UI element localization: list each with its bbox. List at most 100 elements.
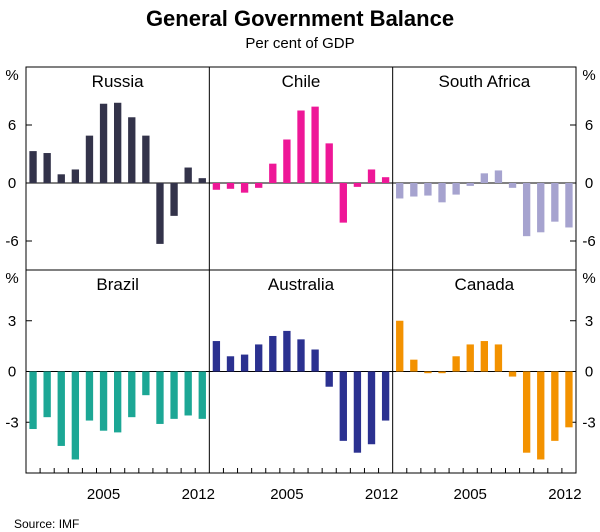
bar-south-africa-2006	[480, 173, 488, 183]
y-tick-label-right: 3	[585, 313, 593, 330]
y-tick-label-left: -6	[5, 233, 18, 250]
bar-south-africa-2010	[537, 183, 545, 233]
bar-russia-2002	[57, 174, 65, 183]
bar-chile-2000	[212, 183, 221, 190]
bar-australia-2007	[311, 349, 319, 372]
chart-title: General Government Balance	[146, 6, 454, 31]
bar-russia-2003	[71, 169, 80, 183]
y-tick-label-left: 3	[8, 313, 16, 330]
y-tick-label-right: 0	[585, 364, 593, 381]
bar-brazil-2009	[156, 371, 164, 424]
x-tick-label: 2012	[548, 486, 581, 503]
bar-brazil-2005	[99, 371, 108, 431]
bar-australia-2009	[339, 371, 347, 441]
bar-canada-2003	[438, 371, 446, 374]
bar-brazil-2010	[170, 371, 178, 419]
bar-russia-2010	[170, 183, 178, 216]
bar-south-africa-2004	[452, 183, 460, 195]
bar-south-africa-2012	[565, 183, 573, 228]
bar-australia-2004	[269, 335, 277, 372]
bar-brazil-2000	[29, 371, 37, 430]
y-unit-label-right: %	[582, 270, 595, 287]
bar-russia-2004	[85, 135, 94, 183]
y-tick-label-left: 0	[8, 175, 16, 192]
y-tick-label-right: 6	[585, 117, 593, 134]
panel-title: South Africa	[438, 72, 530, 91]
bar-russia-2011	[184, 167, 192, 183]
y-tick-label-right: -6	[582, 233, 595, 250]
bar-australia-2001	[226, 356, 235, 372]
panel-title: Brazil	[96, 275, 139, 294]
bar-canada-2004	[452, 356, 460, 372]
bar-australia-2010	[353, 371, 362, 453]
bar-chile-2006	[297, 110, 305, 183]
bar-brazil-2003	[71, 371, 80, 460]
panel-title: Canada	[455, 275, 515, 294]
bar-australia-2006	[297, 339, 305, 372]
bar-chile-2012	[381, 177, 390, 183]
bar-south-africa-2001	[410, 183, 418, 197]
bar-russia-2000	[29, 151, 37, 183]
bar-australia-2005	[283, 330, 291, 372]
panel-title: Australia	[268, 275, 335, 294]
y-tick-label-left: 0	[8, 364, 16, 381]
bar-australia-2008	[325, 371, 333, 387]
bar-canada-2005	[466, 344, 474, 372]
y-tick-label-right: 0	[585, 175, 593, 192]
bar-russia-2012	[198, 178, 206, 183]
bar-russia-2006	[114, 102, 122, 183]
bar-australia-2002	[240, 354, 249, 372]
bar-chile-2005	[283, 139, 291, 183]
bar-russia-2007	[128, 117, 136, 183]
bar-brazil-2007	[128, 371, 136, 418]
panel-title: Chile	[282, 72, 321, 91]
bar-south-africa-2000	[396, 183, 404, 199]
bar-brazil-2004	[85, 371, 94, 421]
bar-russia-2001	[43, 153, 51, 183]
bar-brazil-2008	[142, 371, 150, 396]
y-tick-label-right: -3	[582, 414, 595, 431]
bar-brazil-2001	[43, 371, 51, 418]
bar-canada-2008	[508, 371, 517, 377]
bar-canada-2007	[494, 344, 503, 372]
plot-area: % % 6 6 0 0 -6 -6 Russia Chile South Africa% % 3 3 0 0 -…	[5, 66, 596, 503]
bar-canada-2000	[396, 320, 404, 372]
y-unit-label-left: %	[5, 67, 18, 84]
x-tick-label: 2005	[87, 486, 120, 503]
bar-russia-2008	[142, 135, 150, 183]
bar-chile-2008	[325, 143, 333, 183]
y-unit-label-left: %	[5, 270, 18, 287]
bar-australia-2011	[367, 371, 376, 445]
bar-south-africa-2007	[494, 170, 503, 183]
bar-chile-2001	[226, 183, 235, 189]
bar-russia-2009	[156, 183, 164, 244]
bar-brazil-2006	[114, 371, 122, 433]
y-unit-label-right: %	[582, 67, 595, 84]
bar-south-africa-2008	[508, 183, 517, 188]
bar-brazil-2002	[57, 371, 65, 446]
bar-chile-2003	[255, 183, 263, 188]
bar-canada-2009	[522, 371, 531, 453]
x-tick-label: 2005	[454, 486, 487, 503]
panel-title: Russia	[92, 72, 145, 91]
bar-russia-2005	[99, 103, 108, 183]
bar-canada-2011	[551, 371, 559, 441]
x-tick-label: 2012	[365, 486, 398, 503]
chart-subtitle: Per cent of GDP	[245, 35, 354, 52]
bar-canada-2001	[410, 359, 418, 372]
bar-australia-2003	[255, 344, 263, 372]
bar-canada-2012	[565, 371, 573, 428]
chart-source: Source: IMF	[14, 517, 79, 531]
bar-south-africa-2003	[438, 183, 446, 203]
bar-brazil-2012	[198, 371, 206, 419]
x-tick-label: 2005	[270, 486, 303, 503]
bar-south-africa-2011	[551, 183, 559, 222]
x-tick-label: 2012	[182, 486, 215, 503]
bar-canada-2002	[424, 371, 432, 374]
bar-chile-2010	[353, 183, 362, 187]
bar-south-africa-2002	[424, 183, 432, 196]
bar-chile-2007	[311, 106, 319, 183]
bar-south-africa-2005	[466, 183, 474, 186]
bar-canada-2010	[537, 371, 545, 460]
